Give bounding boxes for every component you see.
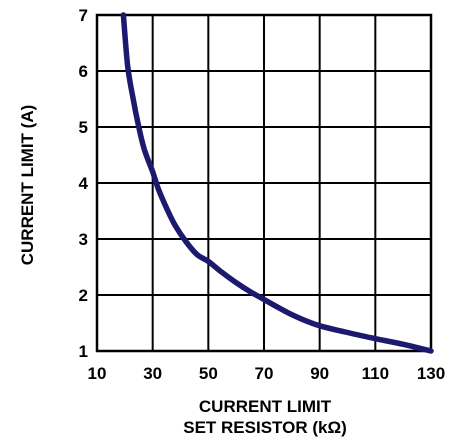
y-tick-labels: 1 2 3 4 5 6 7 xyxy=(79,6,89,361)
x-tick-label-50: 50 xyxy=(199,364,218,383)
x-axis-title-line-2: SET RESISTOR (kΩ) xyxy=(183,418,347,437)
x-tick-labels: 10 30 50 70 90 110 130 xyxy=(88,364,446,383)
y-tick-label-6: 6 xyxy=(79,62,88,81)
y-tick-label-7: 7 xyxy=(79,6,88,25)
y-tick-label-5: 5 xyxy=(79,118,88,137)
y-tick-label-3: 3 xyxy=(79,230,88,249)
plot-frame xyxy=(95,13,433,353)
x-tick-label-110: 110 xyxy=(362,364,389,383)
x-axis-title-line-1: CURRENT LIMIT xyxy=(199,397,332,416)
x-tick-label-30: 30 xyxy=(143,364,162,383)
y-axis-title: CURRENT LIMIT (A) xyxy=(18,105,37,266)
x-tick-label-10: 10 xyxy=(88,364,107,383)
x-tick-label-90: 90 xyxy=(310,364,329,383)
series-line-0 xyxy=(120,12,434,354)
y-tick-label-4: 4 xyxy=(79,174,89,193)
series-layer xyxy=(120,12,434,354)
x-tick-label-130: 130 xyxy=(417,364,445,383)
plot-border xyxy=(95,13,433,353)
x-tick-label-70: 70 xyxy=(255,364,274,383)
y-tick-label-2: 2 xyxy=(79,286,88,305)
y-tick-label-1: 1 xyxy=(79,342,88,361)
